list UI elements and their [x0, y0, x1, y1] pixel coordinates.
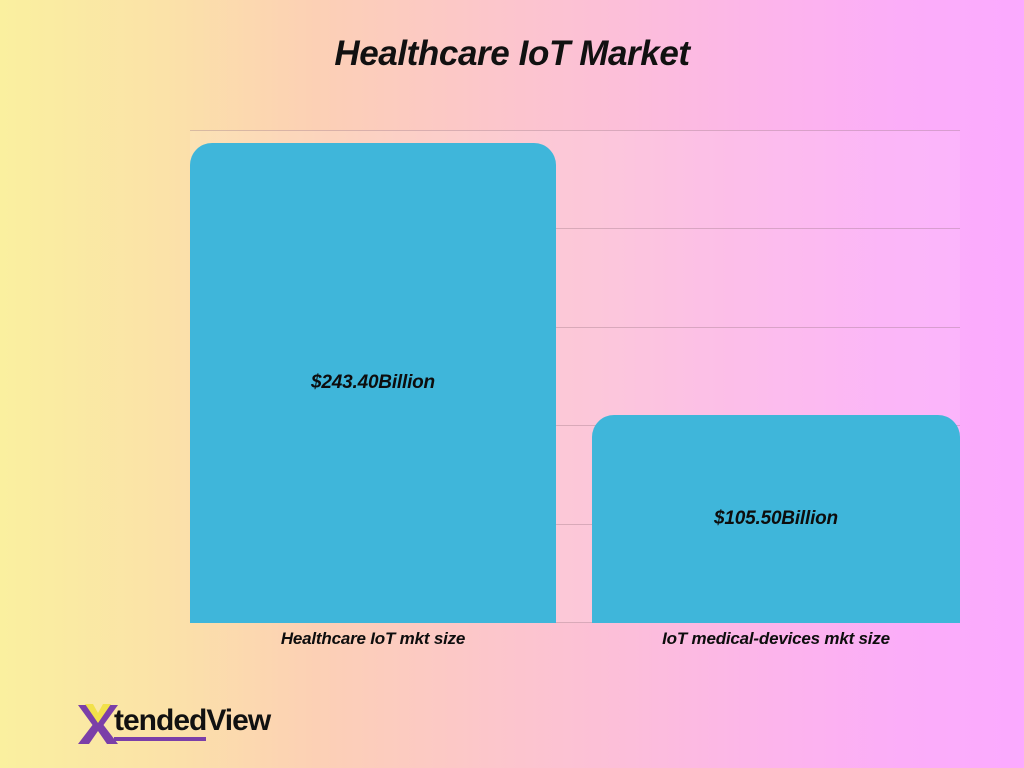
- logo-wordmark: tended View: [114, 703, 271, 742]
- bar-value-label: $243.40Billion: [311, 372, 435, 393]
- xtendedview-logo[interactable]: tended View: [76, 700, 271, 746]
- x-tick-label: IoT medical-devices mkt size: [662, 629, 890, 648]
- logo-text-view: View: [206, 703, 271, 737]
- gridline-250: [190, 130, 960, 131]
- x-tick-label: Healthcare IoT mkt size: [280, 629, 466, 648]
- gridline-100: [190, 425, 960, 426]
- gridline-50: [190, 524, 960, 525]
- gridline-0: [190, 622, 960, 623]
- page-title: Healthcare IoT Market: [334, 34, 690, 73]
- gridline-150: [190, 327, 960, 328]
- bar-value-label: $105.50Billion: [714, 508, 838, 529]
- logo-text-tended: tended: [114, 705, 207, 742]
- bar-healthcare-iot-mkt-size[interactable]: [190, 143, 556, 623]
- bar-iot-medical-devices-mkt-size[interactable]: [592, 415, 960, 623]
- logo-x-icon: [76, 701, 120, 745]
- gridline-200: [190, 228, 960, 229]
- plot-area: [190, 130, 960, 623]
